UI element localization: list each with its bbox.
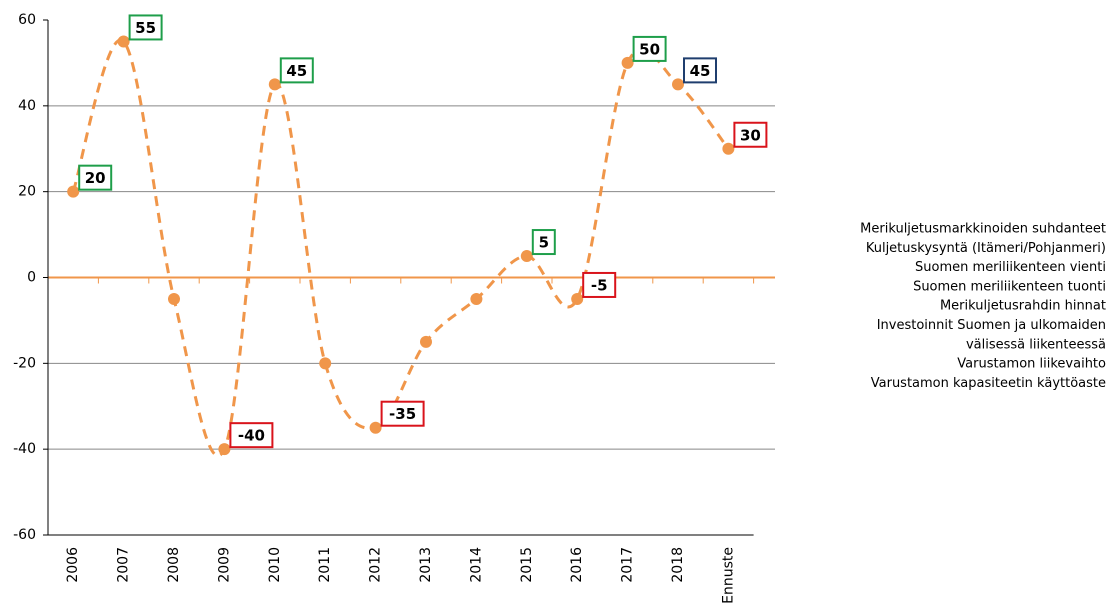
line xyxy=(71,38,730,458)
data-label-box xyxy=(229,422,274,449)
x-tick-label: 2014 xyxy=(468,547,484,583)
point xyxy=(722,142,735,155)
data-label-box xyxy=(380,400,425,427)
point xyxy=(117,35,130,48)
data-label: -5 xyxy=(591,276,608,294)
legend-text: välisessä liikenteessä xyxy=(966,337,1106,352)
point xyxy=(621,56,634,69)
y-tick-label: 0 xyxy=(27,270,36,286)
point xyxy=(67,185,80,198)
legend-text: Suomen meriliikenteen vienti xyxy=(915,260,1106,275)
point xyxy=(218,443,231,456)
data-label-box xyxy=(632,35,667,62)
data-label: 45 xyxy=(286,62,307,80)
data-label: -40 xyxy=(238,427,265,445)
data-label: 55 xyxy=(135,19,156,37)
x-tick-label: 2015 xyxy=(519,547,535,583)
point xyxy=(420,335,432,348)
data-label: 30 xyxy=(740,126,761,144)
x-tick-label: 2012 xyxy=(368,547,384,583)
legend-text: Suomen meriliikenteen tuonti xyxy=(913,279,1106,294)
y-tick-label: -40 xyxy=(13,441,36,457)
x-tick-label: 2013 xyxy=(418,547,434,583)
data-label: 45 xyxy=(690,62,711,80)
x-tick-label: 2016 xyxy=(569,547,585,583)
y-tick-label: 60 xyxy=(18,12,36,28)
data-label-box xyxy=(78,164,113,191)
point xyxy=(168,292,180,305)
point xyxy=(369,421,382,434)
y-tick-label: -60 xyxy=(13,527,36,543)
x-tick-label: 2009 xyxy=(216,547,232,583)
x-tick-label: 2018 xyxy=(670,547,686,583)
point xyxy=(672,78,684,91)
x-tick-label: 2011 xyxy=(317,547,333,583)
data-label-box xyxy=(531,229,556,256)
x-tick-label: 2017 xyxy=(620,547,636,583)
y-tick-label: 40 xyxy=(18,98,36,114)
x-tick-label: 2008 xyxy=(166,547,182,583)
data-label: 5 xyxy=(539,234,549,252)
point xyxy=(268,78,281,91)
data-label-box xyxy=(733,121,768,148)
data-label-box xyxy=(582,271,617,298)
x-tick-label: Ennuste xyxy=(720,547,736,604)
data-label-box xyxy=(279,57,314,84)
legend-text: Merikuljetusmarkkinoiden suhdanteet xyxy=(860,222,1106,237)
data-label: 50 xyxy=(639,40,660,58)
x-tick-label: 2007 xyxy=(116,547,132,583)
legend-text: Varustamon liikevaihto xyxy=(957,357,1106,372)
y-tick-label: 20 xyxy=(18,184,36,200)
point xyxy=(319,357,332,370)
data-label-box xyxy=(683,57,717,84)
data-label: 20 xyxy=(85,169,106,187)
x-tick-label: 2006 xyxy=(65,547,81,583)
y-tick-label: -20 xyxy=(13,355,36,371)
point xyxy=(571,292,584,305)
legend-text: Kuljetuskysyntä (Itämeri/Pohjanmeri) xyxy=(866,241,1106,256)
data-label-box xyxy=(128,14,163,41)
point xyxy=(470,292,483,305)
data-label: -35 xyxy=(389,405,416,423)
legend-text: Varustamon kapasiteetin käyttöaste xyxy=(871,376,1106,391)
point xyxy=(520,250,533,263)
legend-text: Investoinnit Suomen ja ulkomaiden xyxy=(877,318,1106,333)
legend-text: Merikuljetusrahdin hinnat xyxy=(940,299,1106,314)
x-tick-label: 2010 xyxy=(267,547,283,583)
